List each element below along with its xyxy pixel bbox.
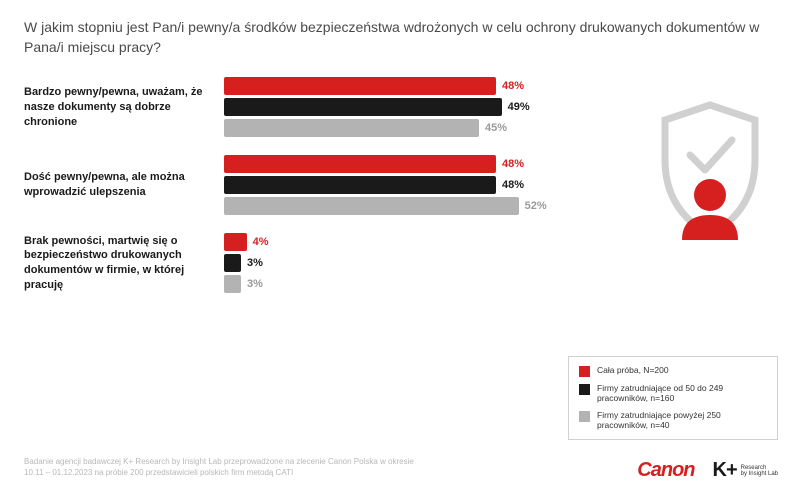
legend-text: Firmy zatrudniające od 50 do 249 pracown… bbox=[597, 383, 767, 404]
legend-swatch bbox=[579, 366, 590, 377]
bar bbox=[224, 275, 241, 293]
bar-stack: 4% 3% 3% bbox=[224, 233, 564, 293]
bar-row: 4% bbox=[224, 233, 564, 251]
bar bbox=[224, 197, 519, 215]
bar bbox=[224, 98, 502, 116]
bar-row: 49% bbox=[224, 98, 564, 116]
bar-row: 3% bbox=[224, 254, 564, 272]
bar-value-label: 48% bbox=[502, 80, 524, 92]
bar-row: 52% bbox=[224, 197, 564, 215]
chart-legend: Cała próba, N=200 Firmy zatrudniające od … bbox=[568, 356, 778, 441]
bar-group-label: Bardzo pewny/pewna, uważam, że nasze dok… bbox=[24, 85, 224, 130]
bar-row: 45% bbox=[224, 119, 564, 137]
shield-person-icon bbox=[650, 100, 770, 240]
kplus-logo: K+ Research by Insight Lab bbox=[713, 459, 778, 482]
legend-item: Cała próba, N=200 bbox=[579, 365, 767, 377]
legend-item: Firmy zatrudniające powyżej 250 pracowni… bbox=[579, 410, 767, 431]
footnote-text: Badanie agencji badawczej K+ Research by… bbox=[24, 457, 424, 478]
bar bbox=[224, 233, 247, 251]
bar-group-label: Dość pewny/pewna, ale można wprowadzić u… bbox=[24, 170, 224, 200]
canon-logo: Canon bbox=[637, 459, 694, 482]
bar bbox=[224, 254, 241, 272]
bar bbox=[224, 176, 496, 194]
logo-row: Canon K+ Research by Insight Lab bbox=[637, 459, 778, 482]
legend-item: Firmy zatrudniające od 50 do 249 pracown… bbox=[579, 383, 767, 404]
bar-value-label: 3% bbox=[247, 278, 263, 290]
legend-text: Firmy zatrudniające powyżej 250 pracowni… bbox=[597, 410, 767, 431]
bar-value-label: 48% bbox=[502, 158, 524, 170]
bar-row: 48% bbox=[224, 176, 564, 194]
bar-value-label: 52% bbox=[525, 200, 547, 212]
kplus-sub2: by Insight Lab bbox=[741, 471, 778, 477]
bar-value-label: 3% bbox=[247, 257, 263, 269]
legend-swatch bbox=[579, 384, 590, 395]
bar-value-label: 4% bbox=[253, 236, 269, 248]
bar-row: 3% bbox=[224, 275, 564, 293]
kplus-mark: K+ bbox=[713, 459, 737, 482]
bar-row: 48% bbox=[224, 77, 564, 95]
chart-title: W jakim stopniu jest Pan/i pewny/a środk… bbox=[0, 0, 800, 69]
bar bbox=[224, 155, 496, 173]
bar-value-label: 45% bbox=[485, 122, 507, 134]
bar-row: 48% bbox=[224, 155, 564, 173]
bar bbox=[224, 119, 479, 137]
bar-group: Brak pewności, martwię się o bezpieczeńs… bbox=[24, 233, 776, 293]
bar-stack: 48%48%52% bbox=[224, 155, 564, 215]
legend-text: Cała próba, N=200 bbox=[597, 365, 669, 376]
bar bbox=[224, 77, 496, 95]
legend-swatch bbox=[579, 411, 590, 422]
bar-value-label: 49% bbox=[508, 101, 530, 113]
bar-stack: 48% 49%45% bbox=[224, 77, 564, 137]
bar-group-label: Brak pewności, martwię się o bezpieczeńs… bbox=[24, 234, 224, 293]
bar-value-label: 48% bbox=[502, 179, 524, 191]
